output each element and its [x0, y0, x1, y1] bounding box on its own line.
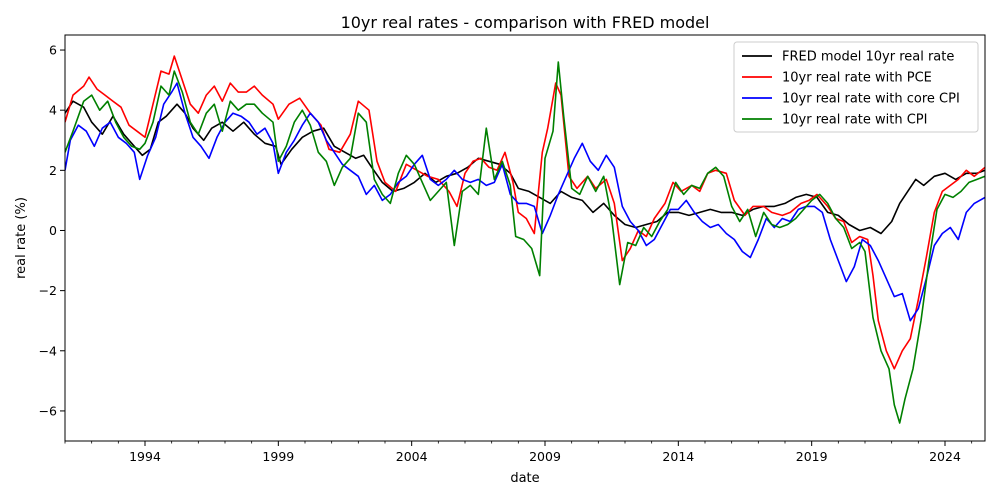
legend: FRED model 10yr real rate 10yr real rate …	[733, 41, 979, 133]
x-axis: 1994 1999 2004 2009 2014 2019 2024	[64, 441, 973, 464]
series-line-fred-model-10yr-real-rate	[65, 100, 985, 235]
legend-label-10yr-real-rate-with-core-cpi: 10yr real rate with core CPI	[782, 92, 960, 107]
y-tick-label: −6	[39, 403, 57, 418]
x-tick-label: 2019	[796, 449, 828, 464]
legend-label-10yr-real-rate-with-pce: 10yr real rate with PCE	[782, 71, 932, 86]
y-tick-label: 4	[49, 103, 57, 118]
chart-title: 10yr real rates - comparison with FRED m…	[341, 13, 710, 32]
y-tick-label: −4	[39, 343, 57, 358]
x-tick-label: 2009	[529, 449, 561, 464]
series-line-10yr-real-rate-with-pce	[65, 55, 985, 370]
series-line-10yr-real-rate-with-core-cpi	[65, 82, 985, 322]
x-tick-label: 1999	[262, 449, 294, 464]
series-line-10yr-real-rate-with-cpi	[65, 61, 985, 424]
y-tick-label: 6	[49, 43, 57, 58]
x-tick-label: 1994	[129, 449, 161, 464]
legend-label-10yr-real-rate-with-cpi: 10yr real rate with CPI	[782, 113, 927, 128]
y-axis: −6 −4 −2 0 2 4 6	[39, 43, 65, 418]
y-tick-label: 0	[49, 223, 57, 238]
plot-frame	[64, 34, 986, 442]
y-axis-label: real rate (%)	[14, 197, 29, 279]
series-layer	[65, 55, 985, 424]
x-tick-label: 2024	[929, 449, 961, 464]
legend-label-fred-model-10yr-real-rate: FRED model 10yr real rate	[782, 50, 954, 65]
y-tick-label: 2	[49, 163, 57, 178]
y-tick-label: −2	[39, 283, 57, 298]
x-tick-label: 2014	[662, 449, 694, 464]
legend-box	[733, 41, 979, 133]
x-tick-label: 2004	[396, 449, 428, 464]
x-axis-label: date	[510, 471, 539, 486]
